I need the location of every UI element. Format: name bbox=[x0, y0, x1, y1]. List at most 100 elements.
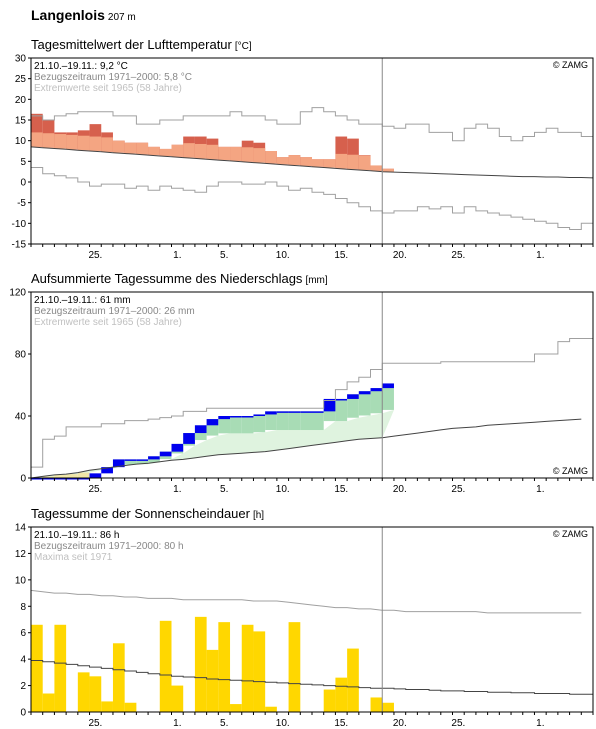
sunshine-bar bbox=[230, 704, 242, 712]
precipitation-above-area bbox=[382, 383, 394, 410]
precipitation-above-area bbox=[335, 398, 348, 422]
precipitation-increment bbox=[382, 383, 394, 389]
y-tick-label: 80 bbox=[15, 350, 27, 361]
precipitation-above-area bbox=[124, 459, 137, 465]
temperature-bar-normal bbox=[265, 151, 277, 164]
temperature-bar-normal bbox=[54, 134, 67, 149]
plot-area bbox=[31, 292, 593, 478]
y-tick-label: -15 bbox=[12, 240, 27, 251]
sunshine-bar bbox=[335, 677, 348, 712]
x-tick-label: 1. bbox=[173, 718, 181, 729]
x-tick-label: 1. bbox=[173, 250, 181, 261]
temperature-bar bbox=[347, 138, 359, 170]
temperature-bar-normal bbox=[382, 168, 394, 172]
precipitation-increment bbox=[370, 388, 383, 392]
panel-title-text: Aufsummierte Tagessumme des Niederschlag… bbox=[31, 271, 303, 286]
x-tick-label: 1. bbox=[173, 484, 181, 495]
precipitation-deficit bbox=[54, 474, 67, 478]
precipitation-above-area bbox=[241, 416, 254, 434]
panel-title-temperature: Tagesmittelwert der Lufttemperatur [°C] bbox=[31, 37, 252, 52]
temperature-bar-normal bbox=[159, 148, 172, 156]
sunshine-bar bbox=[382, 702, 394, 712]
precipitation-above-area bbox=[300, 411, 312, 431]
y-tick-label: 40 bbox=[15, 412, 27, 423]
y-tick-label: 0 bbox=[20, 474, 26, 485]
precipitation-deficit bbox=[77, 472, 90, 478]
credit-label: © ZAMG bbox=[553, 466, 588, 476]
credit-label: © ZAMG bbox=[553, 60, 588, 70]
x-tick-label: 10. bbox=[276, 718, 290, 729]
precipitation-increment bbox=[159, 451, 172, 457]
precipitation-above-area bbox=[218, 416, 231, 434]
sunshine-bar bbox=[265, 706, 277, 712]
temperature-bar-normal bbox=[230, 146, 242, 161]
panel-title-sunshine: Tagessumme der Sonnenscheindauer [h] bbox=[31, 506, 264, 521]
x-tick-label: 20. bbox=[393, 718, 407, 729]
temperature-bar bbox=[31, 113, 43, 147]
temperature-bar-normal bbox=[323, 159, 336, 168]
temperature-bar-normal bbox=[136, 142, 149, 155]
temperature-bar-normal bbox=[89, 136, 102, 151]
panel-unit: [mm] bbox=[305, 275, 328, 286]
y-tick-label: -5 bbox=[17, 198, 26, 209]
temperature-bar-normal bbox=[101, 137, 113, 152]
y-tick-label: 10 bbox=[15, 136, 27, 147]
y-tick-label: 2 bbox=[20, 681, 26, 692]
precipitation-increment bbox=[347, 394, 359, 399]
panel-title-precipitation: Aufsummierte Tagessumme des Niederschlag… bbox=[31, 271, 328, 286]
precipitation-cumulative bbox=[31, 478, 43, 480]
temperature-bar-normal bbox=[370, 165, 383, 171]
legend-extremes: Maxima seit 1971 bbox=[34, 552, 113, 563]
precipitation-cumulative bbox=[288, 411, 301, 413]
precipitation-cumulative bbox=[276, 411, 289, 413]
precipitation-cumulative bbox=[54, 478, 67, 480]
sunshine-bar bbox=[124, 702, 137, 712]
y-tick-label: 14 bbox=[15, 523, 27, 534]
precipitation-increment bbox=[183, 433, 195, 444]
x-tick-label: 1. bbox=[536, 484, 544, 495]
y-tick-label: 15 bbox=[15, 116, 27, 127]
station-header: Langenlois 207 m bbox=[31, 7, 136, 23]
precipitation-increment bbox=[206, 419, 219, 426]
x-tick-label: 25. bbox=[88, 484, 102, 495]
precipitation-above-area bbox=[358, 391, 371, 416]
panel-title-text: Tagesmittelwert der Lufttemperatur bbox=[31, 37, 232, 52]
y-tick-label: 20 bbox=[15, 95, 27, 106]
sunshine-bar bbox=[241, 624, 254, 712]
sunshine-bar bbox=[288, 622, 301, 712]
precipitation-max-line bbox=[31, 338, 593, 468]
precipitation-increment bbox=[265, 411, 277, 415]
x-tick-label: 10. bbox=[276, 484, 290, 495]
temperature-bar-normal bbox=[124, 142, 137, 154]
sunshine-bar bbox=[370, 697, 383, 712]
sunshine-mean-line bbox=[31, 660, 593, 695]
credit-label: © ZAMG bbox=[553, 529, 588, 539]
x-tick-label: 25. bbox=[88, 718, 102, 729]
temperature-bar-normal bbox=[77, 135, 90, 151]
x-tick-label: 25. bbox=[88, 250, 102, 261]
x-tick-label: 25. bbox=[451, 250, 465, 261]
temperature-bar bbox=[335, 136, 348, 169]
sunshine-bar bbox=[77, 672, 90, 712]
legend-reference: Bezugszeitraum 1971–2000: 80 h bbox=[34, 541, 184, 552]
sunshine-bar bbox=[112, 643, 125, 712]
temperature-bar-normal bbox=[31, 132, 43, 147]
panel-title-text: Tagessumme der Sonnenscheindauer bbox=[31, 506, 250, 521]
sunshine-max-line bbox=[30, 589, 582, 614]
legend-current: 21.10.–19.11.: 61 mm bbox=[34, 295, 131, 306]
temperature-max-line bbox=[31, 107, 593, 142]
y-tick-label: 10 bbox=[15, 575, 27, 586]
y-tick-label: 0 bbox=[20, 178, 26, 189]
temperature-bar-normal bbox=[42, 133, 55, 148]
legend-current: 21.10.–19.11.: 9,2 °C bbox=[34, 61, 128, 72]
x-tick-label: 1. bbox=[536, 250, 544, 261]
temperature-bar-normal bbox=[300, 157, 312, 166]
temperature-bar-normal bbox=[288, 155, 301, 166]
precipitation-above-area bbox=[288, 411, 301, 431]
x-tick-label: 20. bbox=[393, 250, 407, 261]
precipitation-above-area bbox=[265, 411, 277, 431]
x-tick-label: 15. bbox=[334, 484, 348, 495]
station-name: Langenlois bbox=[31, 7, 105, 23]
precipitation-above-area bbox=[136, 459, 149, 465]
precipitation-above-area bbox=[230, 416, 242, 434]
